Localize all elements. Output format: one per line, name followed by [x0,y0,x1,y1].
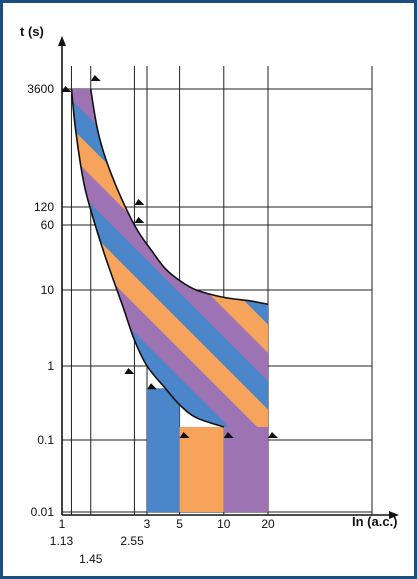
striped-trip-band [71,89,268,427]
axes-layer [58,36,399,519]
y-tick-label: 0.01 [31,505,55,519]
trip-curve-chart: t (s) In (a.c.) 3600 120 60 10 1 0.1 0.01 1 3 5 10 20… [20,24,399,566]
x-axis-label: In (a.c.) [352,514,398,529]
x-tick-label-lower: 1.45 [79,552,103,566]
upper-curve [89,88,269,305]
x-tick-label-lower: 2.55 [120,534,144,548]
y-tick-label: 10 [41,283,55,297]
marker-triangle [134,199,145,205]
marker-triangle [90,75,101,81]
marker-triangle [268,432,278,438]
y-axis-label: t (s) [20,24,44,39]
instantaneous-band [179,426,224,512]
instantaneous-band [223,426,268,512]
y-axis-arrow [58,36,66,46]
y-tick-label: 60 [41,218,55,232]
labels-layer: t (s) In (a.c.) 3600 120 60 10 1 0.1 0.01 1 3 5 10 20… [20,24,398,566]
y-tick-label: 120 [34,200,54,214]
x-tick-label: 20 [261,517,275,531]
marker-triangle [223,432,234,438]
x-tick-label: 3 [144,517,151,531]
marker-triangle [179,432,190,438]
y-tick-label: 3600 [27,82,54,96]
x-axis-arrow [389,511,399,519]
y-tick-label: 1 [47,359,54,373]
marker-triangle [124,368,135,374]
x-tick-label: 1 [59,517,66,531]
x-tick-label: 10 [217,517,231,531]
x-tick-label: 5 [176,517,183,531]
band-layer [61,75,278,512]
instantaneous-band [147,388,180,512]
y-tick-label: 0.1 [37,433,54,447]
lower-curve [70,88,225,428]
marker-triangle [61,86,72,92]
x-tick-label-lower: 1.13 [50,534,74,548]
marker-triangle [134,217,145,223]
marker-triangle [147,383,157,390]
